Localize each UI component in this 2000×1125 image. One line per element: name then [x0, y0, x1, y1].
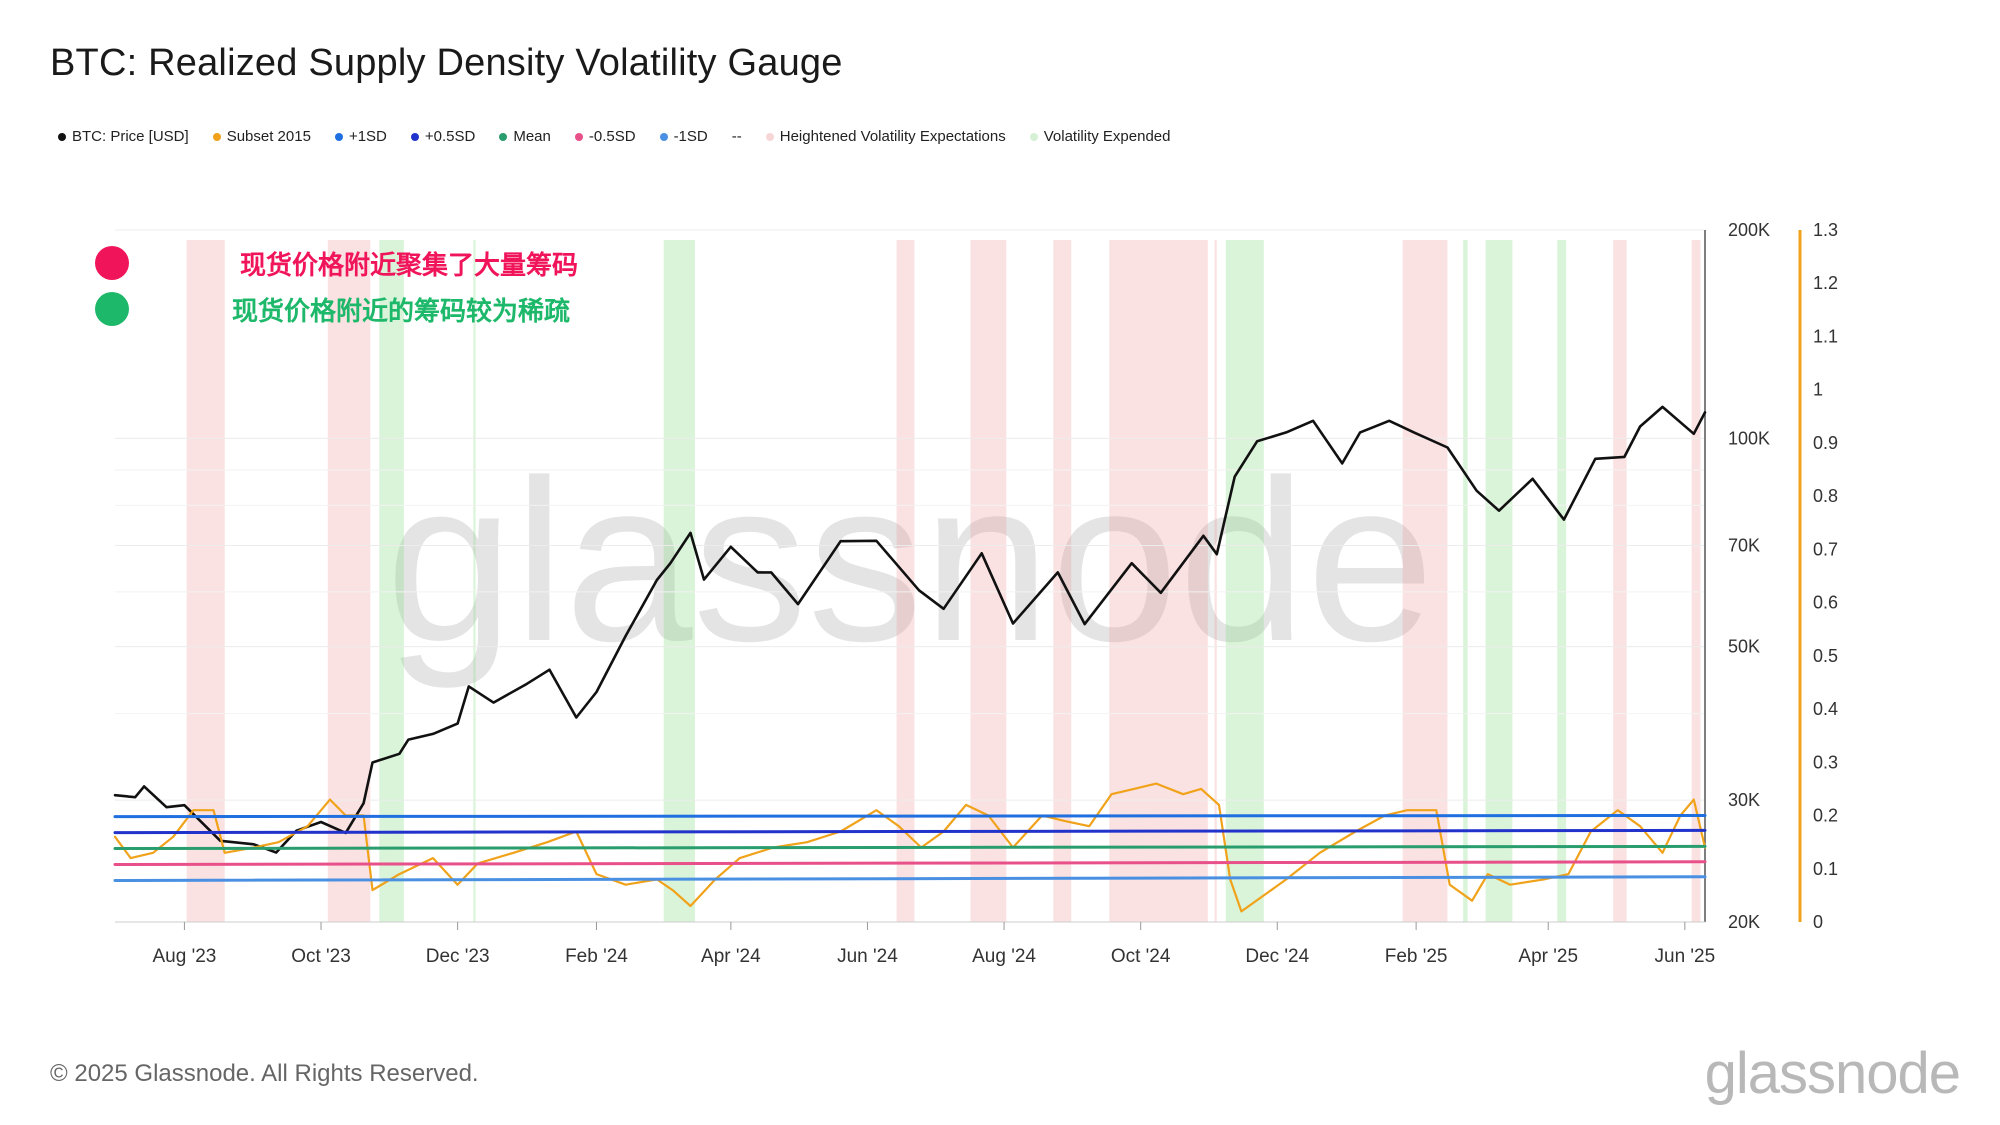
- series-line--1sd: [113, 875, 1707, 882]
- legend-dot-icon: [1029, 132, 1038, 141]
- x-tick-label: Dec '23: [426, 946, 490, 967]
- volatility-band: [896, 240, 915, 922]
- legend-item[interactable]: Heightened Volatility Expectations: [765, 128, 1006, 145]
- legend-item[interactable]: Mean: [499, 128, 551, 145]
- series-line-mean: [113, 844, 1707, 850]
- x-tick-label: Apr '24: [701, 946, 761, 967]
- legend-item[interactable]: -1SD: [659, 128, 708, 145]
- volatility-band: [1214, 240, 1217, 922]
- legend-dot-icon: [334, 132, 343, 141]
- y-right-tick-label: 0.3: [1813, 752, 1838, 772]
- volatility-band: [1463, 240, 1468, 922]
- x-tick-label: Oct '24: [1111, 946, 1171, 967]
- volatility-band: [379, 240, 404, 922]
- x-tick-label: Feb '24: [565, 946, 628, 967]
- legend-item[interactable]: Subset 2015: [212, 128, 311, 145]
- legend-dot-icon: [410, 132, 419, 141]
- volatility-band: [473, 240, 476, 922]
- volatility-band: [663, 240, 696, 922]
- legend-label: +1SD: [348, 128, 387, 145]
- copyright-footer: © 2025 Glassnode. All Rights Reserved.: [50, 1060, 479, 1087]
- legend-dot-icon: [499, 132, 508, 141]
- volatility-band: [1613, 240, 1627, 922]
- y-right-tick-label: 0.6: [1813, 593, 1838, 613]
- y-right-tick-label: 0.8: [1813, 486, 1838, 506]
- legend-label: Subset 2015: [226, 128, 311, 145]
- legend-label: +0.5SD: [424, 128, 476, 145]
- volatility-band: [1109, 240, 1208, 922]
- series-line--0-5sd: [113, 828, 1707, 835]
- legend-label: Volatility Expended: [1043, 128, 1171, 145]
- y-left-tick-label: 70K: [1728, 536, 1760, 556]
- legend-label: --: [731, 128, 742, 145]
- x-tick-label: Feb '25: [1385, 946, 1448, 967]
- y-right-tick-label: 0: [1813, 912, 1823, 932]
- y-right-tick-label: 1: [1813, 380, 1823, 400]
- legend-label: BTC: Price [USD]: [72, 128, 189, 145]
- legend-label: -1SD: [673, 128, 708, 145]
- y-right-tick-label: 0.4: [1813, 699, 1838, 719]
- chart-title: BTC: Realized Supply Density Volatility …: [50, 42, 843, 84]
- y-right-tick-label: 0.1: [1813, 859, 1838, 879]
- volatility-band: [1402, 240, 1448, 922]
- legend-label: Mean: [513, 128, 551, 145]
- volatility-band: [327, 240, 371, 922]
- y-right-tick-label: 0.9: [1813, 433, 1838, 453]
- legend-dot-icon: [58, 132, 66, 141]
- legend-item[interactable]: -0.5SD: [574, 128, 636, 145]
- legend-label: -0.5SD: [588, 128, 636, 145]
- annotation-sparse-text: 现货价格附近的筹码较为稀疏: [232, 296, 571, 327]
- x-tick-label: Jun '24: [837, 946, 898, 967]
- legend-dot-icon: [765, 132, 774, 141]
- y-right-tick-label: 0.5: [1813, 646, 1838, 666]
- y-right-tick-label: 1.3: [1813, 220, 1838, 240]
- volatility-band: [186, 240, 225, 922]
- series-line--1sd: [113, 814, 1707, 819]
- red-dot-icon: [95, 246, 129, 280]
- y-right-tick-label: 0.2: [1813, 806, 1838, 826]
- annotation-dense-text: 现货价格附近聚集了大量筹码: [240, 250, 579, 281]
- legend-item[interactable]: +0.5SD: [410, 128, 476, 145]
- volatility-band: [1225, 240, 1264, 922]
- legend-dot-icon: [212, 132, 221, 141]
- y-right-tick-label: 1.2: [1813, 273, 1838, 293]
- series-line-btc-price-usd-: [113, 405, 1707, 854]
- y-left-tick-label: 200K: [1728, 220, 1770, 240]
- y-left-tick-label: 100K: [1728, 428, 1770, 448]
- volatility-band: [1557, 240, 1567, 922]
- legend-item[interactable]: BTC: Price [USD]: [58, 128, 189, 145]
- x-tick-label: Apr '25: [1518, 946, 1578, 967]
- legend-dot-icon: [659, 132, 668, 141]
- y-right-tick-label: 1.1: [1813, 326, 1838, 346]
- series-line--0-5sd: [113, 860, 1707, 866]
- legend-item[interactable]: Volatility Expended: [1029, 128, 1171, 145]
- x-tick-label: Aug '24: [972, 946, 1036, 967]
- legend: BTC: Price [USD] Subset 2015 +1SD +0.5SD Mea…: [58, 128, 1195, 145]
- y-left-tick-label: 30K: [1728, 790, 1760, 810]
- legend-dot-icon: [574, 132, 583, 141]
- x-tick-label: Oct '23: [291, 946, 351, 967]
- glassnode-logo: glassnode: [1704, 1041, 1961, 1106]
- y-right-tick-label: 0.7: [1813, 539, 1838, 559]
- x-tick-label: Dec '24: [1245, 946, 1309, 967]
- y-left-tick-label: 50K: [1728, 637, 1760, 657]
- annotation-sparse: 现货价格附近的筹码较为稀疏: [95, 292, 570, 327]
- x-tick-label: Jun '25: [1655, 946, 1716, 967]
- x-tick-label: Aug '23: [152, 946, 216, 967]
- annotation-dense: 现货价格附近聚集了大量筹码: [95, 246, 578, 281]
- volatility-band: [1485, 240, 1513, 922]
- volatility-band: [1691, 240, 1701, 922]
- legend-item[interactable]: --: [732, 128, 742, 145]
- legend-label: Heightened Volatility Expectations: [779, 128, 1006, 145]
- volatility-band: [970, 240, 1007, 922]
- green-dot-icon: [95, 292, 129, 326]
- legend-item[interactable]: +1SD: [334, 128, 387, 145]
- y-left-tick-label: 20K: [1728, 912, 1760, 932]
